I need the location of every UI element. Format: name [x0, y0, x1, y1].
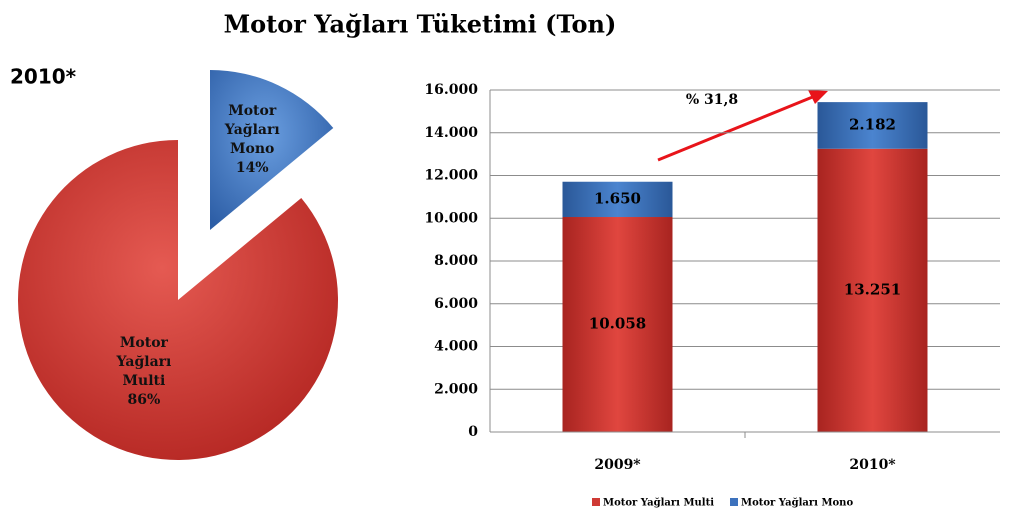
slice-label: Motor Yağları Multi 86% — [99, 334, 189, 410]
y-tick-label: 10.000 — [424, 210, 478, 226]
data-label: 10.058 — [589, 315, 646, 333]
arrow-head — [808, 90, 828, 104]
bar-segment — [817, 148, 928, 432]
title: Motor Yağları Tüketimi (Ton) — [224, 10, 617, 39]
legend-label: Motor Yağları Multi — [603, 498, 714, 509]
slice-label: Motor Yağları Mono 14% — [207, 102, 297, 178]
legend-label: Motor Yağları Mono — [741, 498, 853, 509]
y-tick-label: 16.000 — [424, 82, 478, 98]
x-tick-label: 2009* — [594, 457, 641, 473]
x-tick-label: 2010* — [849, 457, 896, 473]
legend-swatch — [730, 498, 738, 506]
annotation: % 31,8 — [686, 92, 738, 108]
y-tick-label: 8.000 — [434, 253, 478, 269]
bar-segment — [562, 181, 673, 218]
y-tick-label: 14.000 — [424, 125, 478, 141]
pie-title: 2010* — [10, 65, 77, 89]
bar-segment — [817, 102, 928, 149]
data-label: 13.251 — [844, 280, 901, 298]
y-tick-label: 4.000 — [434, 339, 478, 355]
data-label: 2.182 — [849, 115, 896, 133]
bar-segment — [562, 217, 673, 432]
legend-swatch — [592, 498, 600, 506]
y-tick-label: 12.000 — [424, 168, 478, 184]
pie-slice — [17, 140, 338, 461]
slice-name: Motor Yağları Multi — [116, 335, 172, 390]
pie-slice — [210, 70, 334, 230]
growth-arrow — [657, 94, 816, 162]
slice-value: 14% — [235, 160, 269, 177]
data-label: 1.650 — [594, 189, 641, 207]
y-tick-label: 6.000 — [434, 296, 478, 312]
y-tick-label: 0 — [468, 424, 478, 440]
y-tick-label: 2.000 — [434, 381, 478, 397]
slice-name: Motor Yağları Mono — [224, 103, 280, 158]
slice-value: 86% — [127, 392, 161, 409]
